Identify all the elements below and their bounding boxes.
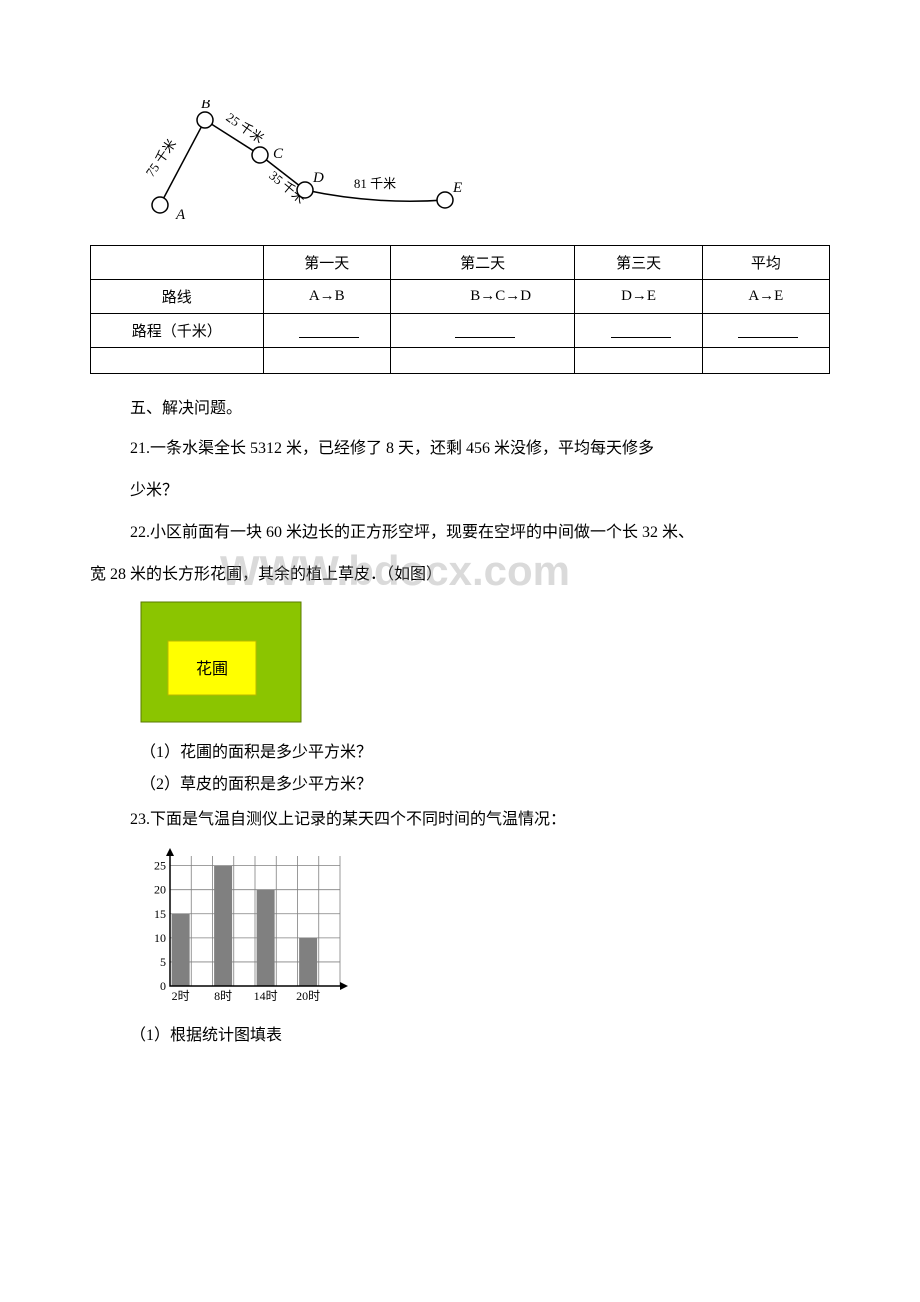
th-day1: 第一天 xyxy=(263,246,390,280)
dist-d2 xyxy=(390,314,575,348)
route-table: 第一天 第二天 第三天 平均 路线 A→B B→C→D D→E A→E 路程（千… xyxy=(90,245,830,374)
th-blank xyxy=(91,246,264,280)
question-21: 21.一条水渠全长 5312 米，已经修了 8 天，还剩 456 米没修，平均每… xyxy=(130,433,830,465)
svg-text:20时: 20时 xyxy=(296,989,320,1003)
svg-text:B: B xyxy=(201,100,210,112)
svg-text:25: 25 xyxy=(154,859,166,873)
svg-text:2时: 2时 xyxy=(172,989,190,1003)
route-d2: B→C→D xyxy=(390,280,575,314)
blank-input[interactable] xyxy=(738,323,798,338)
dist-d1 xyxy=(263,314,390,348)
flower-svg: 花圃 xyxy=(140,601,302,723)
route-avg: A→E xyxy=(702,280,829,314)
svg-text:0: 0 xyxy=(160,979,166,993)
svg-text:25 千米: 25 千米 xyxy=(223,110,266,147)
svg-text:15: 15 xyxy=(154,907,166,921)
blank-input[interactable] xyxy=(455,323,515,338)
svg-text:E: E xyxy=(452,180,462,196)
route-d1: A→B xyxy=(263,280,390,314)
dist-label: 路程（千米） xyxy=(91,314,264,348)
svg-text:D: D xyxy=(312,170,324,186)
dist-d3 xyxy=(575,314,702,348)
temperature-chart: 0 5 10 15 20 25 2时 8时 14时 20时 xyxy=(140,846,830,1011)
route-d3: D→E xyxy=(575,280,702,314)
svg-text:10: 10 xyxy=(154,931,166,945)
blank-input[interactable] xyxy=(611,323,671,338)
question-22-line1: 22.小区前面有一块 60 米边长的正方形空坪，现要在空坪的中间做一个长 32 … xyxy=(130,517,830,549)
q22-sub1: （1）花圃的面积是多少平方米？ xyxy=(140,738,830,762)
svg-text:花圃: 花圃 xyxy=(196,660,228,678)
table-row-empty xyxy=(91,348,830,374)
route-d2-text: B→C→D xyxy=(470,288,531,304)
th-day2: 第二天 xyxy=(390,246,575,280)
route-svg: 75 千米25 千米35 千米81 千米ABCDE xyxy=(140,100,470,230)
svg-text:C: C xyxy=(273,146,284,162)
svg-text:8时: 8时 xyxy=(214,989,232,1003)
table-row-route: 路线 A→B B→C→D D→E A→E xyxy=(91,280,830,314)
flower-bed-diagram: 花圃 xyxy=(140,601,830,728)
route-label: 路线 xyxy=(91,280,264,314)
question-22-line2: 宽 28 米的长方形花圃，其余的植上草皮．（如图） xyxy=(90,559,830,591)
svg-text:5: 5 xyxy=(160,955,166,969)
question-23: 23.下面是气温自测仪上记录的某天四个不同时间的气温情况： xyxy=(130,804,830,836)
svg-text:75 千米: 75 千米 xyxy=(143,136,180,179)
dist-avg xyxy=(702,314,829,348)
section-5-title: 五、解决问题。 xyxy=(130,394,830,418)
table-row-dist: 路程（千米） xyxy=(91,314,830,348)
q22-sub2: （2）草皮的面积是多少平方米？ xyxy=(140,770,830,794)
svg-text:14时: 14时 xyxy=(254,989,278,1003)
question-21-cont: 少米？ xyxy=(130,475,830,507)
svg-text:81 千米: 81 千米 xyxy=(354,176,396,191)
route-diagram: 75 千米25 千米35 千米81 千米ABCDE xyxy=(140,100,830,235)
chart-svg: 0 5 10 15 20 25 2时 8时 14时 20时 xyxy=(140,846,350,1006)
svg-text:20: 20 xyxy=(154,883,166,897)
blank-input[interactable] xyxy=(299,323,359,338)
th-avg: 平均 xyxy=(702,246,829,280)
table-header-row: 第一天 第二天 第三天 平均 xyxy=(91,246,830,280)
th-day3: 第三天 xyxy=(575,246,702,280)
svg-text:A: A xyxy=(175,207,186,223)
q23-sub1: （1）根据统计图填表 xyxy=(130,1021,830,1045)
